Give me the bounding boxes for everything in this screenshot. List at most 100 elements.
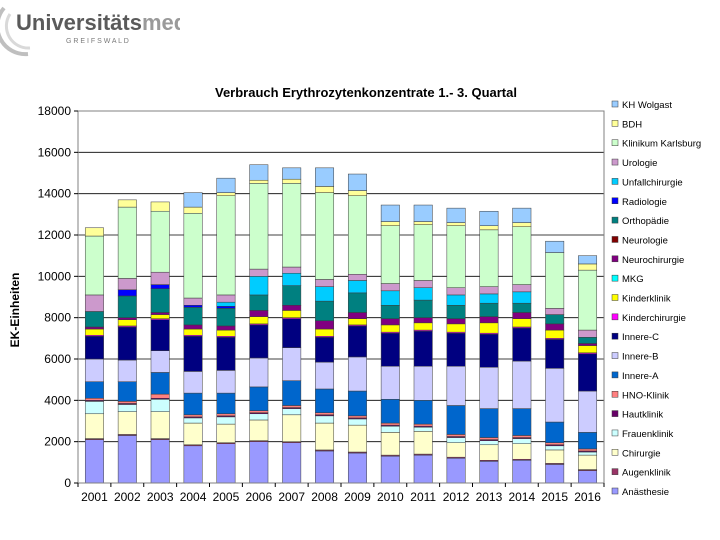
bar-segment [512, 302, 532, 313]
bar-segment [249, 324, 269, 359]
bar-segment [216, 301, 236, 307]
bar-segment [578, 343, 598, 346]
bar-segment [84, 439, 104, 484]
bar-segment [150, 372, 170, 395]
bar-segment [347, 274, 367, 281]
bar-segment [347, 312, 367, 319]
legend-swatch [611, 236, 619, 243]
bar-segment [578, 269, 598, 331]
bar-segment [413, 204, 433, 222]
bar-segment [380, 422, 400, 426]
bar-segment [413, 431, 433, 455]
x-tick-label: 2001 [81, 490, 108, 504]
bar-segment [578, 451, 598, 456]
bar-segment [512, 408, 532, 436]
bar-segment [315, 415, 335, 424]
logo-name-main: Universitäts [16, 10, 142, 35]
legend-swatch [611, 371, 619, 379]
y-tick-label: 8000 [44, 311, 71, 325]
legend-label: Kinderklinik [622, 294, 671, 305]
bar-segment [150, 439, 170, 484]
legend-label: Augenklinik [622, 468, 671, 479]
bar-segment [117, 295, 137, 318]
bar-segment [347, 292, 367, 313]
bar-segment [446, 405, 466, 435]
bar-segment [117, 206, 137, 279]
bar-segment [413, 365, 433, 401]
bar-segment [249, 276, 269, 296]
bar-segment [150, 314, 170, 319]
bar-segment [249, 310, 269, 317]
bar-segment [282, 285, 302, 306]
bar-segment [315, 412, 335, 416]
bar-segment [413, 280, 433, 288]
bar-segment [479, 322, 499, 334]
legend-label: Kinderchirurgie [622, 313, 686, 324]
bar-segment [282, 414, 302, 442]
bar-segment [150, 288, 170, 313]
bar-segment [249, 294, 269, 311]
bar-segment [117, 199, 137, 208]
bar-segment [117, 404, 137, 412]
bar-segment [315, 450, 335, 484]
legend-label: Chirurgie [622, 448, 661, 459]
legend-label: Radiologie [622, 197, 667, 208]
bar-segment [150, 210, 170, 273]
bar-segment [183, 392, 203, 416]
legend-swatch [611, 139, 619, 146]
bar-segment [545, 445, 565, 451]
bar-segment [479, 440, 499, 446]
bar-segment [216, 192, 236, 196]
bar-segment [84, 358, 104, 382]
legend-swatch [611, 410, 619, 417]
bar-segment [84, 235, 104, 296]
bar-segment [216, 195, 236, 296]
bar-segment [413, 426, 433, 432]
bar-segment [380, 204, 400, 222]
bar-segment [150, 319, 170, 351]
legend-label: Orthopädie [622, 216, 669, 227]
bar-segment [282, 405, 302, 408]
x-tick-label: 2008 [311, 490, 338, 504]
bar-segment [282, 408, 302, 416]
legend-swatch [611, 332, 619, 340]
bar-segment [183, 336, 203, 372]
bar-segment [117, 401, 137, 404]
bar-segment [216, 294, 236, 303]
legend-swatch [611, 120, 619, 127]
bar-segment [117, 359, 137, 382]
bar-segment [183, 328, 203, 336]
bar-segment [578, 432, 598, 450]
legend-swatch [611, 255, 619, 263]
bar-segment [249, 164, 269, 181]
bar-segment [282, 380, 302, 406]
bar-segment [413, 454, 433, 484]
bar-segment [282, 442, 302, 484]
bars-group [84, 164, 598, 484]
chart-title: Verbrauch Erythrozytenkonzentrate 1.- 3.… [215, 85, 517, 100]
bar-segment [117, 381, 137, 402]
bar-segment [117, 326, 137, 361]
bar-segment [512, 318, 532, 328]
bar-segment [512, 460, 532, 484]
y-tick-label: 2000 [44, 435, 71, 449]
bar-segment [84, 294, 104, 312]
bar-segment [578, 263, 598, 271]
bar-segment [282, 347, 302, 381]
bar-segment [117, 411, 137, 435]
bar-segment [413, 317, 433, 324]
bar-segment [446, 294, 466, 306]
bar-segment [512, 222, 532, 227]
bar-segment [380, 324, 400, 333]
bar-segment [380, 365, 400, 400]
legend-label: Neurochirurgie [622, 255, 684, 266]
bar-segment [512, 435, 532, 438]
y-tick-label: 0 [64, 476, 71, 490]
x-tick-label: 2004 [180, 490, 207, 504]
bar-segment [446, 332, 466, 367]
bar-segment [446, 287, 466, 296]
bar-segment [578, 337, 598, 344]
legend-label: KH Wolgast [622, 100, 672, 111]
bar-segment [446, 323, 466, 333]
bar-segment [347, 356, 367, 392]
